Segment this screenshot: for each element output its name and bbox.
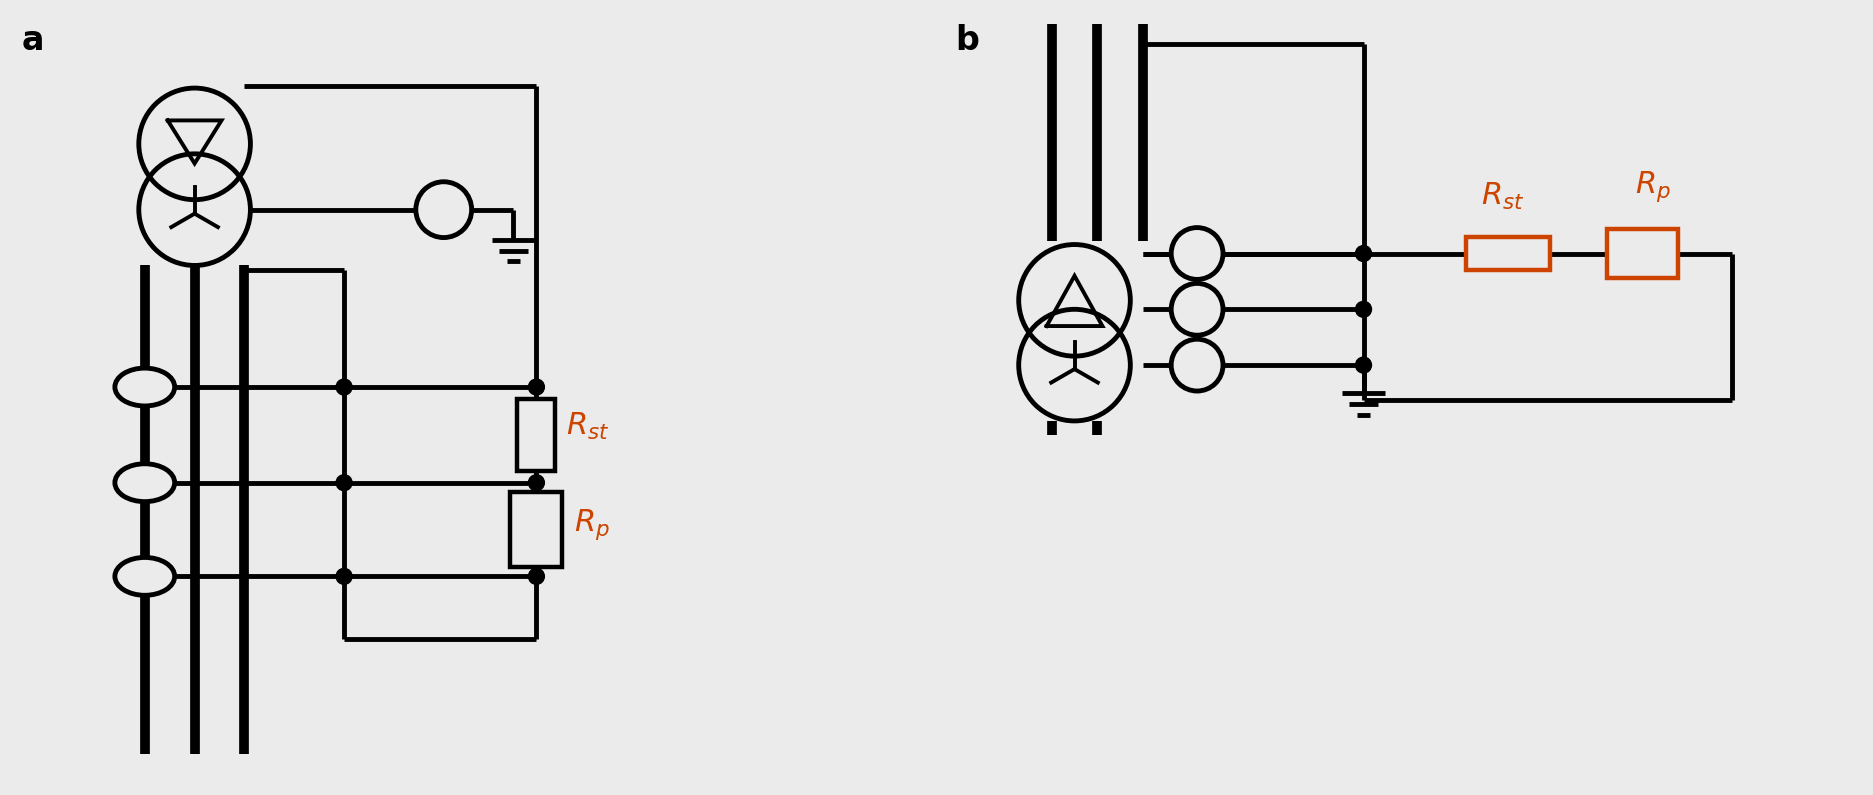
Ellipse shape <box>114 557 174 595</box>
Bar <box>509 492 562 567</box>
Text: $R_{st}$: $R_{st}$ <box>1480 180 1525 211</box>
Circle shape <box>1171 339 1223 391</box>
Circle shape <box>1354 246 1371 262</box>
Ellipse shape <box>114 463 174 502</box>
Bar <box>1605 229 1678 278</box>
Circle shape <box>335 379 352 395</box>
Text: $R_p$: $R_p$ <box>1633 169 1669 204</box>
Circle shape <box>528 568 543 584</box>
Text: $R_{st}$: $R_{st}$ <box>566 411 609 443</box>
Circle shape <box>335 568 352 584</box>
Circle shape <box>528 379 543 395</box>
Circle shape <box>1171 283 1223 335</box>
Circle shape <box>139 154 251 266</box>
Circle shape <box>139 88 251 200</box>
Circle shape <box>1354 357 1371 373</box>
Ellipse shape <box>114 368 174 406</box>
Text: $R_p$: $R_p$ <box>573 507 611 542</box>
Circle shape <box>1019 245 1129 356</box>
Circle shape <box>1019 309 1129 421</box>
Text: b: b <box>955 25 978 57</box>
Circle shape <box>1171 227 1223 279</box>
Circle shape <box>528 475 543 491</box>
Circle shape <box>335 475 352 491</box>
Circle shape <box>416 182 472 238</box>
Circle shape <box>1354 301 1371 317</box>
Bar <box>1465 237 1549 270</box>
Bar <box>517 399 554 471</box>
Text: a: a <box>21 25 43 57</box>
